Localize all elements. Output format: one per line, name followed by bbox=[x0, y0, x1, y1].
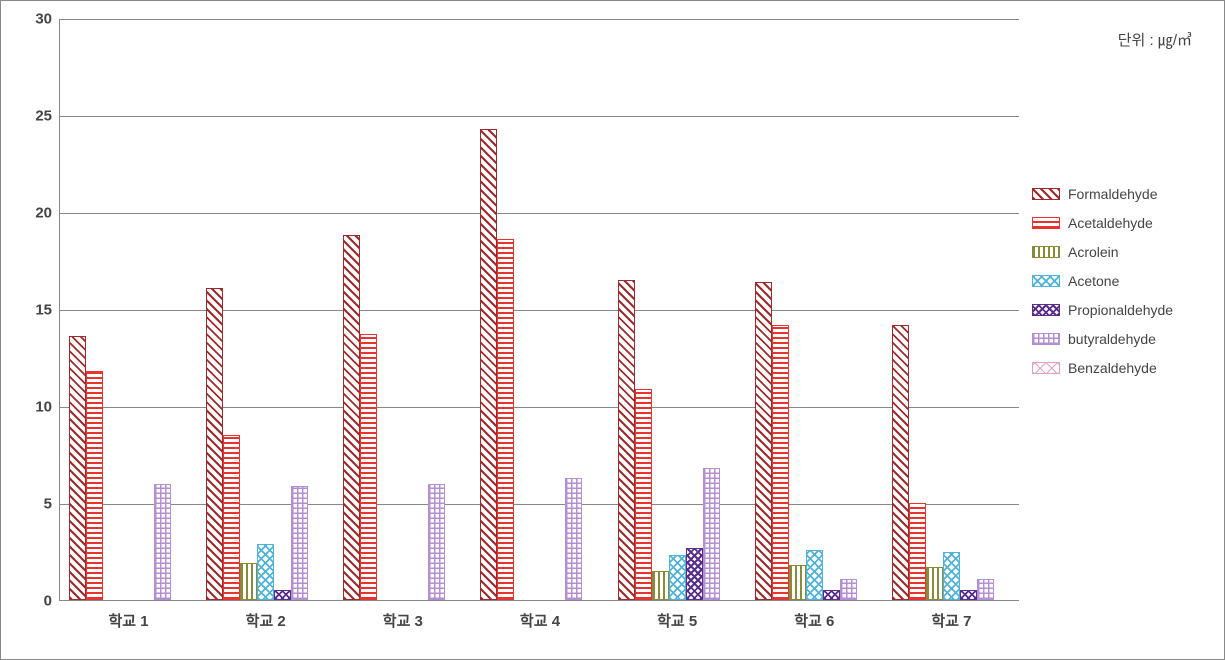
y-tick-label: 10 bbox=[35, 399, 52, 416]
bar bbox=[823, 590, 840, 600]
bar bbox=[806, 550, 823, 600]
bar bbox=[480, 129, 497, 600]
bar bbox=[497, 239, 514, 600]
legend-swatch bbox=[1032, 362, 1060, 374]
legend-item: Propionaldehyde bbox=[1032, 302, 1202, 318]
legend-swatch bbox=[1032, 246, 1060, 258]
unit-label: 단위 : ㎍/㎥ bbox=[1118, 29, 1192, 50]
bar bbox=[892, 325, 909, 600]
legend-label: Acrolein bbox=[1068, 244, 1119, 260]
x-tick-label: 학교 6 bbox=[794, 610, 834, 631]
bar bbox=[635, 389, 652, 600]
y-tick-label: 30 bbox=[35, 11, 52, 28]
y-tick-label: 0 bbox=[44, 593, 52, 610]
bar-group: 학교 1 bbox=[60, 19, 197, 600]
legend-swatch bbox=[1032, 217, 1060, 229]
bar bbox=[274, 590, 291, 600]
bar bbox=[840, 579, 857, 600]
legend-item: Formaldehyde bbox=[1032, 186, 1202, 202]
legend-label: Acetaldehyde bbox=[1068, 215, 1153, 231]
bar-group: 학교 2 bbox=[197, 19, 334, 600]
bar bbox=[960, 590, 977, 600]
bar bbox=[240, 563, 257, 600]
x-tick-label: 학교 4 bbox=[520, 610, 560, 631]
legend-swatch bbox=[1032, 333, 1060, 345]
legend-label: Benzaldehyde bbox=[1068, 360, 1157, 376]
legend-item: Acetaldehyde bbox=[1032, 215, 1202, 231]
legend-label: butyraldehyde bbox=[1068, 331, 1156, 347]
y-tick-label: 20 bbox=[35, 205, 52, 222]
bar bbox=[789, 565, 806, 600]
legend-label: Propionaldehyde bbox=[1068, 302, 1173, 318]
y-tick-label: 25 bbox=[35, 108, 52, 125]
bar bbox=[755, 282, 772, 600]
bar bbox=[223, 435, 240, 600]
bar bbox=[291, 486, 308, 600]
bar bbox=[669, 555, 686, 600]
y-tick-label: 5 bbox=[44, 496, 52, 513]
bar bbox=[909, 503, 926, 600]
x-tick-label: 학교 5 bbox=[657, 610, 697, 631]
bar bbox=[686, 548, 703, 600]
legend-swatch bbox=[1032, 188, 1060, 200]
bar bbox=[428, 484, 445, 600]
legend-item: Benzaldehyde bbox=[1032, 360, 1202, 376]
bar-group: 학교 7 bbox=[883, 19, 1020, 600]
bar bbox=[154, 484, 171, 600]
x-tick-label: 학교 2 bbox=[246, 610, 286, 631]
x-tick-label: 학교 7 bbox=[931, 610, 971, 631]
bar bbox=[343, 235, 360, 600]
bar bbox=[69, 336, 86, 600]
bar bbox=[943, 552, 960, 601]
bar-group: 학교 4 bbox=[471, 19, 608, 600]
legend-label: Formaldehyde bbox=[1068, 186, 1158, 202]
bar bbox=[977, 579, 994, 600]
legend-label: Acetone bbox=[1068, 273, 1119, 289]
x-tick-label: 학교 3 bbox=[383, 610, 423, 631]
x-tick-label: 학교 1 bbox=[109, 610, 149, 631]
bar-group: 학교 6 bbox=[746, 19, 883, 600]
legend-item: butyraldehyde bbox=[1032, 331, 1202, 347]
legend-swatch bbox=[1032, 304, 1060, 316]
bar bbox=[360, 334, 377, 600]
bar bbox=[926, 567, 943, 600]
bar bbox=[257, 544, 274, 600]
legend-item: Acrolein bbox=[1032, 244, 1202, 260]
bar bbox=[618, 280, 635, 600]
legend-swatch bbox=[1032, 275, 1060, 287]
chart-container: 단위 : ㎍/㎥ 051015202530학교 1학교 2학교 3학교 4학교 … bbox=[0, 0, 1225, 660]
legend-item: Acetone bbox=[1032, 273, 1202, 289]
bar-group: 학교 3 bbox=[334, 19, 471, 600]
y-tick-label: 15 bbox=[35, 302, 52, 319]
bar bbox=[703, 468, 720, 600]
bar bbox=[772, 325, 789, 600]
bar-group: 학교 5 bbox=[609, 19, 746, 600]
bar bbox=[565, 478, 582, 600]
bar bbox=[652, 571, 669, 600]
plot-area: 051015202530학교 1학교 2학교 3학교 4학교 5학교 6학교 7 bbox=[59, 19, 1019, 601]
bar bbox=[206, 288, 223, 600]
bar bbox=[86, 371, 103, 600]
legend: Formaldehyde Acetaldehyde Acrolein Acetone P… bbox=[1032, 186, 1202, 389]
